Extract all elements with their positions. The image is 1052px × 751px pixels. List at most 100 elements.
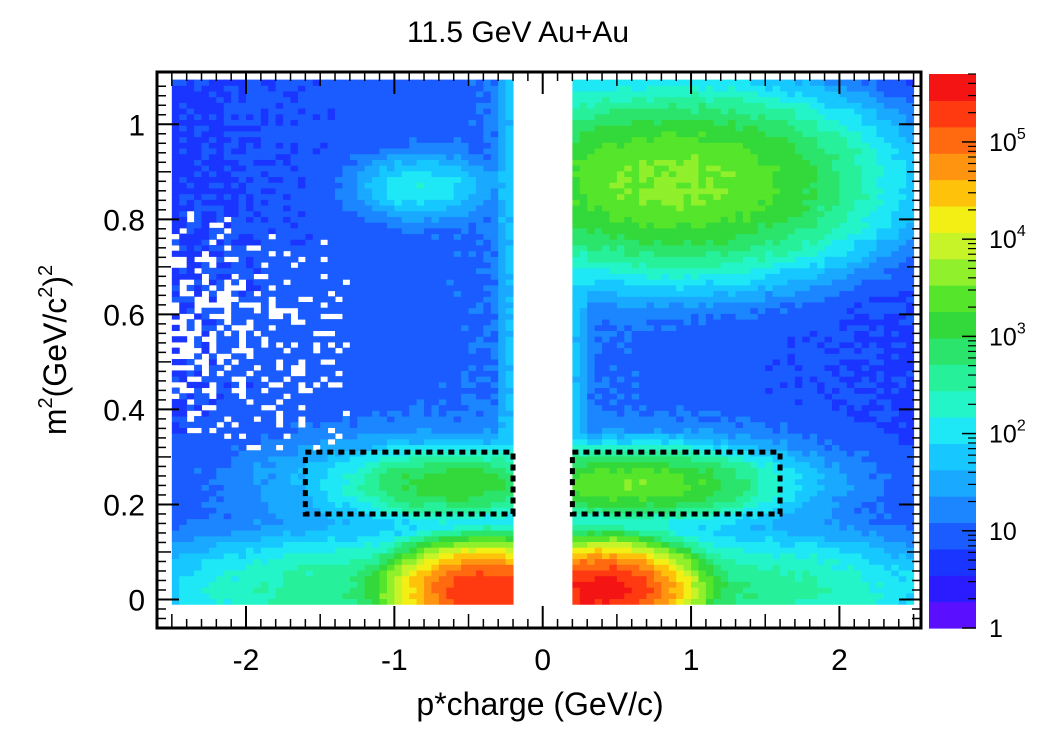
heatmap-cell (446, 393, 455, 400)
heatmap-cell (468, 341, 477, 349)
heatmap-cell (223, 473, 232, 480)
heatmap-cell (275, 170, 284, 178)
heatmap-cell (431, 216, 440, 223)
heatmap-cell (320, 587, 329, 594)
heatmap-cell (431, 461, 440, 468)
heatmap-cell (208, 513, 217, 520)
heatmap-cell (283, 199, 292, 206)
heatmap-cell (379, 130, 388, 138)
heatmap-cell (268, 165, 277, 172)
heatmap-cell (312, 102, 321, 109)
heatmap-cell (179, 159, 188, 166)
heatmap-cell (616, 473, 625, 480)
heatmap-cell (305, 199, 314, 206)
heatmap-cell (208, 490, 217, 497)
heatmap-cell (431, 108, 440, 115)
heatmap-cell (253, 119, 262, 126)
heatmap-cell (386, 102, 395, 109)
heatmap-cell (609, 313, 618, 320)
heatmap-cell (602, 421, 610, 428)
heatmap-cell (416, 575, 425, 582)
heatmap-cell (216, 450, 225, 457)
heatmap-cell (335, 455, 343, 463)
heatmap-cell (357, 330, 366, 337)
heatmap-cell (208, 359, 217, 366)
heatmap-cell (386, 182, 395, 189)
heatmap-cell (194, 398, 203, 406)
heatmap-cell (327, 159, 336, 166)
heatmap-cell (290, 450, 299, 457)
heatmap-cell (431, 222, 440, 229)
heatmap-cell (268, 216, 277, 223)
heatmap-cell (394, 381, 403, 389)
heatmap-cell (290, 85, 299, 92)
heatmap-cell (223, 524, 232, 531)
heatmap-cell (579, 535, 588, 543)
heatmap-cell (616, 142, 625, 149)
heatmap-cell (416, 421, 425, 428)
heatmap-cell (201, 307, 210, 314)
heatmap-cell (290, 461, 299, 468)
heatmap-cell (231, 478, 240, 485)
heatmap-cell (320, 79, 329, 86)
heatmap-cell (238, 102, 247, 109)
heatmap-cell (372, 153, 381, 160)
heatmap-cell (305, 570, 314, 577)
heatmap-cell (409, 199, 418, 206)
heatmap-cell (468, 410, 477, 417)
heatmap-cell (171, 438, 180, 446)
heatmap-cell (364, 267, 373, 274)
heatmap-cell (602, 296, 610, 303)
heatmap-cell (609, 564, 618, 571)
heatmap-cell (587, 267, 596, 274)
heatmap-cell (223, 570, 232, 577)
heatmap-cell (572, 79, 581, 86)
heatmap-cell (208, 113, 217, 121)
heatmap-cell (238, 130, 247, 138)
heatmap-cell (386, 296, 395, 303)
heatmap-cell (342, 262, 351, 269)
heatmap-cell (631, 239, 640, 246)
heatmap-cell (461, 273, 470, 280)
heatmap-cell (297, 541, 306, 548)
heatmap-cell (453, 450, 462, 457)
heatmap-cell (587, 575, 596, 582)
heatmap-cell (631, 552, 640, 560)
heatmap-cell (312, 598, 321, 605)
heatmap-cell (579, 79, 588, 86)
heatmap-cell (275, 193, 284, 200)
heatmap-cell (312, 319, 321, 326)
heatmap-cell (483, 535, 492, 543)
heatmap-cell (394, 79, 403, 86)
heatmap-cell (253, 205, 262, 212)
heatmap-cell (253, 490, 262, 497)
heatmap-cell (253, 130, 262, 138)
heatmap-cell (587, 222, 596, 229)
heatmap-cell (401, 341, 410, 349)
heatmap-cell (283, 570, 292, 577)
heatmap-cell (587, 108, 596, 115)
heatmap-cell (357, 227, 366, 235)
heatmap-cell (231, 541, 240, 548)
heatmap-cell (461, 501, 470, 508)
heatmap-cell (624, 85, 633, 92)
heatmap-cell (446, 239, 455, 246)
heatmap-cell (416, 244, 425, 252)
heatmap-cell (468, 404, 477, 411)
heatmap-cell (468, 541, 477, 548)
heatmap-cell (579, 227, 588, 235)
heatmap-cell (631, 570, 640, 577)
heatmap-cell (238, 165, 247, 172)
heatmap-cell (646, 581, 655, 588)
heatmap-cell (490, 370, 499, 377)
heatmap-cell (639, 547, 648, 554)
heatmap-cell (372, 319, 381, 326)
heatmap-cell (639, 513, 648, 520)
heatmap-cell (305, 416, 314, 423)
heatmap-cell (609, 136, 618, 143)
heatmap-cell (461, 455, 470, 463)
heatmap-cell (275, 176, 284, 183)
heatmap-cell (453, 530, 462, 537)
heatmap-cell (416, 79, 425, 86)
heatmap-cell (349, 341, 358, 349)
